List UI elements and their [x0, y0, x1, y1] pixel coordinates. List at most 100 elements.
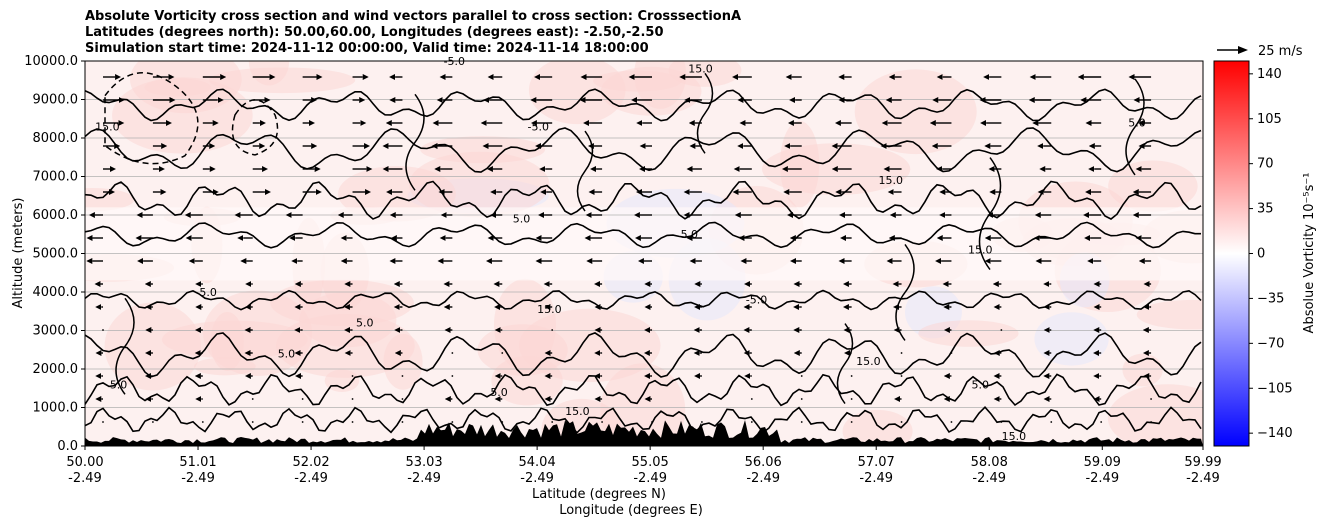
contour-label: 15.0 — [1002, 430, 1027, 443]
wind-vector — [152, 421, 154, 423]
wind-vector — [551, 329, 554, 331]
wind-vectors — [86, 74, 1152, 423]
y-axis: 0.0 1000.0 2000.0 3000.0 4000.0 5000.0 6000.0 7… — [24, 54, 85, 454]
x-axis-label-lat: Latitude (degrees N) — [532, 487, 666, 502]
y-tick-label: 0.0 — [57, 439, 78, 454]
shade-blob — [208, 67, 356, 94]
contour-line — [696, 72, 714, 154]
wind-vector — [800, 421, 803, 423]
wind-vector — [1150, 398, 1152, 400]
x-tick-label-lat: 51.01 — [179, 455, 216, 470]
x-tick-label-lon: -2.49 — [859, 471, 893, 486]
x-axis-label-lon: Longitude (degrees E) — [559, 503, 703, 518]
shade-blob — [842, 409, 913, 446]
wind-vector — [651, 421, 653, 423]
contour-line — [85, 373, 1202, 407]
wind-vector — [201, 421, 204, 423]
wind-vector — [301, 421, 304, 423]
contour-labels: -5.0 15.0 5.0 15.0 -5.0 5.0 15.0 5.0 5.0 15.0 5.0 1… — [95, 55, 1146, 443]
colorbar-tick-label: −140 — [1257, 426, 1293, 441]
contour-line — [576, 130, 594, 212]
terrain — [85, 420, 1203, 446]
wind-vector — [451, 352, 454, 354]
chart-title: Absolute Vorticity cross section and win… — [85, 9, 741, 57]
contour-line — [836, 323, 854, 405]
colorbar-tick-label: 70 — [1257, 157, 1274, 172]
wind-vector — [750, 398, 753, 400]
x-tick-label-lat: 54.04 — [519, 455, 556, 470]
wind-vector — [1000, 421, 1003, 423]
colorbar-tick-label: −35 — [1257, 291, 1284, 306]
contour-label: -5.0 — [746, 294, 767, 307]
negative-contour — [104, 72, 199, 165]
contour-label: 15.0 — [537, 303, 562, 316]
wind-vector — [301, 398, 304, 400]
x-tick-label-lon: -2.49 — [1085, 471, 1119, 486]
contour-line — [115, 297, 135, 395]
wind-vector — [401, 421, 404, 423]
y-tick-label: 1000.0 — [33, 401, 79, 416]
contour-label: 5.0 — [1128, 116, 1146, 129]
wind-vector — [351, 421, 354, 423]
wind-vector — [351, 398, 354, 400]
shade-blob — [854, 69, 977, 155]
wind-vector — [351, 375, 354, 377]
title-line-3: Simulation start time: 2024-11-12 00:00:… — [85, 41, 649, 56]
x-tick-label-lon: -2.49 — [407, 471, 441, 486]
y-tick-label: 8000.0 — [33, 131, 79, 146]
wind-vector — [251, 398, 254, 400]
wind-vector — [900, 352, 903, 354]
contour-line — [895, 244, 915, 341]
colorbar-tick-label: −70 — [1257, 336, 1284, 351]
contour-label: 15.0 — [95, 120, 120, 133]
shade-blob — [104, 302, 201, 391]
colorbar-tick-label: −105 — [1257, 381, 1293, 396]
wind-vector — [1100, 421, 1103, 423]
colorbar-ticks: 140 105 70 35 0 −35 −70 −105 −140 — [1249, 67, 1293, 441]
x-tick-label-lon: -2.49 — [294, 471, 328, 486]
wind-vector — [800, 375, 803, 377]
contour-line — [85, 289, 1202, 311]
quiver-key: 25 m/s — [1217, 44, 1303, 59]
wind-vector — [401, 375, 404, 377]
x-axis: 50.00-2.4951.01-2.4952.02-2.4953.03-2.49… — [66, 446, 1222, 486]
contour-line — [85, 221, 1201, 249]
x-tick-label-lat: 58.08 — [971, 455, 1008, 470]
wind-vector — [900, 375, 903, 377]
contour-line — [85, 180, 1202, 220]
x-tick-label-lat: 59.09 — [1084, 455, 1121, 470]
wind-vector — [1000, 329, 1003, 331]
x-tick-label-lon: -2.49 — [633, 471, 667, 486]
shade-blob — [1136, 299, 1203, 330]
shade-blob — [248, 61, 290, 86]
contour-label: 5.0 — [513, 213, 531, 226]
contour-label: 15.0 — [968, 244, 993, 257]
shade-blob — [779, 120, 820, 208]
shade-blob — [112, 77, 253, 154]
quiver-key-arrowhead — [1238, 46, 1248, 54]
y-tick-label: 5000.0 — [33, 247, 79, 262]
wind-vector — [701, 421, 703, 423]
x-tick-label-lat: 50.00 — [66, 455, 103, 470]
shade-blob — [409, 151, 550, 218]
wind-vector — [551, 421, 554, 423]
wind-vector — [401, 398, 404, 400]
x-tick-label-lon: -2.49 — [972, 471, 1006, 486]
wind-vector — [850, 398, 853, 400]
contour-label: 5.0 — [110, 378, 128, 391]
y-tick-label: 9000.0 — [33, 93, 79, 108]
wind-vector — [601, 421, 603, 423]
wind-vector — [850, 421, 853, 423]
wind-vector — [451, 375, 454, 377]
y-tick-label: 6000.0 — [33, 208, 79, 223]
colorbar-tick-label: 140 — [1257, 67, 1282, 82]
shade-band — [85, 207, 1203, 281]
y-tick-label: 7000.0 — [33, 170, 79, 185]
contour-label: 15.0 — [856, 355, 881, 368]
quiver-key-label: 25 m/s — [1258, 44, 1303, 59]
contour-line — [85, 88, 1202, 122]
wind-vector — [451, 421, 454, 423]
contour-label: -5.0 — [528, 120, 549, 133]
x-tick-label-lat: 56.06 — [745, 455, 782, 470]
